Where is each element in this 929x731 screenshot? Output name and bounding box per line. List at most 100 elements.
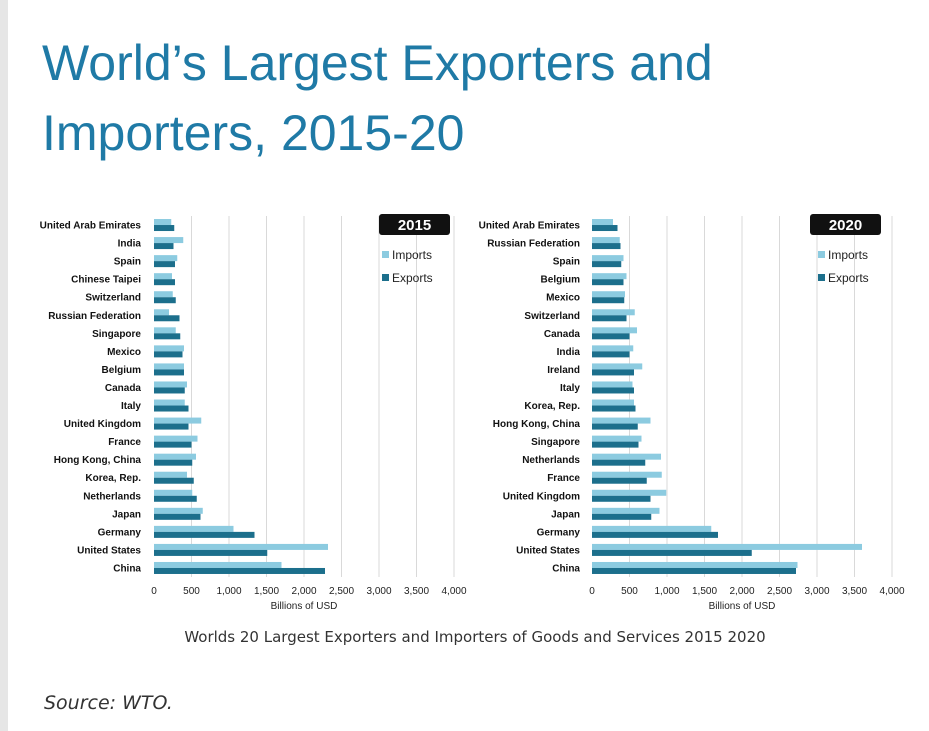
chart-2020-year-label: 2020: [829, 217, 862, 234]
chart-2015-imports-bar: [154, 345, 184, 352]
chart-2020-exports-bar: [592, 333, 630, 340]
chart-2020-imports-bar: [592, 561, 798, 568]
chart-2015-exports-bar: [154, 477, 194, 484]
chart-2020-x-tick-label: 3,000: [804, 586, 829, 597]
chart-2015-category-label: United States: [77, 545, 141, 556]
chart-2020-legend-imports-label: Imports: [828, 248, 868, 262]
chart-2015-imports-bar: [154, 471, 187, 478]
chart-2015-category-label: Hong Kong, China: [54, 455, 142, 466]
chart-2015-imports-bar: [154, 543, 328, 550]
chart-2015-imports-bar: [154, 525, 234, 532]
chart-2020-exports-bar: [592, 459, 646, 466]
chart-2015-x-tick-label: 2,500: [329, 586, 354, 597]
chart-2015-category-label: Belgium: [102, 365, 142, 376]
chart-2020-x-tick-label: 1,000: [654, 586, 679, 597]
chart-2020-category-label: China: [552, 563, 580, 574]
chart-2015-imports-bar: [154, 291, 173, 298]
chart-2015-year-label: 2015: [398, 217, 431, 234]
chart-2020-exports-bar: [592, 387, 634, 394]
chart-2020-exports-bar: [592, 567, 796, 574]
chart-2015-category-label: Netherlands: [83, 491, 141, 502]
chart-2015-category-label: Canada: [105, 383, 142, 394]
chart-2015-category-label: Mexico: [107, 347, 141, 358]
chart-2015-imports-bar: [154, 417, 202, 424]
chart-2015-imports-bar: [154, 219, 172, 226]
chart-2020-category-label: United States: [516, 545, 580, 556]
chart-2015-x-tick-label: 0: [151, 586, 157, 597]
chart-2020-x-tick-label: 500: [621, 586, 638, 597]
chart-2015-exports-bar: [154, 333, 181, 340]
chart-2015-category-label: France: [108, 437, 141, 448]
chart-2015-imports-bar: [154, 309, 169, 316]
chart-2015-exports-bar: [154, 495, 197, 502]
page-title: World’s Largest Exporters and Importers,…: [42, 35, 713, 161]
chart-2015-x-axis-label: Billions of USD: [271, 601, 338, 612]
chart-2015-exports-bar: [154, 549, 268, 556]
chart-2015-imports-bar: [154, 453, 196, 460]
chart-2015-exports-bar: [154, 405, 189, 412]
chart-2020-imports-bar: [592, 273, 627, 280]
chart-2015-imports-bar: [154, 363, 184, 370]
chart-2015-x-tick-label: 1,000: [216, 586, 241, 597]
chart-2015-legend-imports-swatch: [382, 251, 389, 258]
chart-2020-category-label: Canada: [544, 329, 581, 340]
chart-2015-exports-bar: [154, 279, 175, 286]
chart-2020-exports-bar: [592, 405, 636, 412]
chart-2015-category-label: Italy: [121, 401, 141, 412]
chart-2020-imports-bar: [592, 543, 862, 550]
chart-2015-exports-bar: [154, 225, 175, 232]
chart-2015-imports-bar: [154, 237, 184, 244]
chart-2015-exports-bar: [154, 387, 185, 394]
chart-2020-category-label: Spain: [553, 257, 580, 268]
chart-2015-x-tick-label: 500: [183, 586, 200, 597]
chart-2015-exports-bar: [154, 531, 255, 538]
chart-2020-exports-bar: [592, 495, 651, 502]
chart-2015-category-label: Spain: [114, 257, 141, 268]
chart-2020-exports-bar: [592, 261, 622, 268]
chart-2020-category-label: Netherlands: [522, 455, 580, 466]
chart-2015-category-label: Germany: [98, 527, 142, 538]
chart-2020-exports-bar: [592, 243, 621, 250]
chart-2020-category-label: India: [557, 347, 581, 358]
chart-2020-imports-bar: [592, 525, 712, 532]
chart-2020-category-label: Hong Kong, China: [493, 419, 581, 430]
chart-2015-imports-bar: [154, 327, 176, 334]
chart-2020-x-tick-label: 4,000: [879, 586, 904, 597]
chart-2015-category-label: Japan: [112, 509, 141, 520]
chart-2015-category-label: Switzerland: [85, 293, 141, 304]
chart-2020-imports-bar: [592, 435, 642, 442]
chart-2020-year-badge: [810, 214, 881, 235]
chart-2020-exports-bar: [592, 297, 625, 304]
chart-2015-x-tick-label: 3,500: [404, 586, 429, 597]
chart-2020-category-label: Ireland: [547, 365, 580, 376]
chart-2020-exports-bar: [592, 531, 718, 538]
chart-2015-legend-imports-label: Imports: [392, 248, 432, 262]
chart-2015-category-label: United Arab Emirates: [40, 221, 142, 232]
chart-2015-legend-exports-label: Exports: [392, 271, 433, 285]
chart-2020-category-label: Russian Federation: [487, 239, 580, 250]
chart-2015-category-label: India: [118, 239, 142, 250]
chart-2015-exports-bar: [154, 369, 184, 376]
chart-2020-legend-exports-swatch: [818, 274, 825, 281]
chart-2020-imports-bar: [592, 255, 624, 262]
chart-2020-imports-bar: [592, 453, 661, 460]
chart-2015-legend-exports-swatch: [382, 274, 389, 281]
chart-2015-x-tick-label: 3,000: [366, 586, 391, 597]
chart-2015-exports-bar: [154, 351, 183, 358]
chart-2020-category-label: Korea, Rep.: [524, 401, 580, 412]
chart-2015-exports-bar: [154, 315, 180, 322]
chart-2020-category-label: Germany: [537, 527, 581, 538]
chart-2015-exports-bar: [154, 243, 174, 250]
chart-2015-exports-bar: [154, 261, 175, 268]
chart-2020-imports-bar: [592, 363, 643, 370]
chart-2020-exports-bar: [592, 549, 752, 556]
chart-2015-imports-bar: [154, 507, 203, 514]
chart-2020-category-label: Italy: [560, 383, 580, 394]
chart-2020-category-label: Belgium: [541, 275, 581, 286]
chart-2020-exports-bar: [592, 441, 639, 448]
chart-2020-legend-imports-swatch: [818, 251, 825, 258]
chart-2015-exports-bar: [154, 513, 201, 520]
chart-2015-category-label: Chinese Taipei: [71, 275, 141, 286]
chart-2020-x-axis-label: Billions of USD: [709, 601, 776, 612]
chart-2015-category-label: Korea, Rep.: [85, 473, 141, 484]
